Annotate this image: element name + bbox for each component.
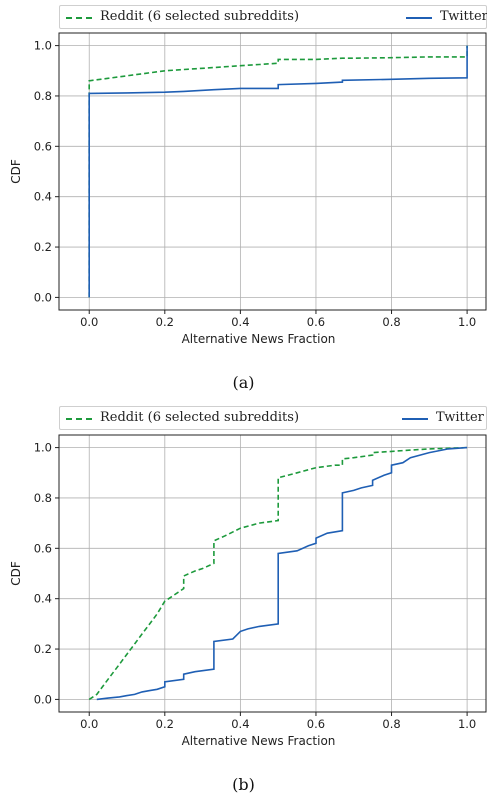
ytick-label-b-2: 0.4 [34,592,52,606]
ytick-label-a-2: 0.4 [34,190,52,204]
ytick-label-b-4: 0.8 [34,491,52,505]
xtick-label-a-2: 0.4 [231,315,249,329]
xtick-label-a-3: 0.6 [307,315,325,329]
xtick-label-b-0: 0.0 [80,717,98,731]
y-axis-label-a: CDF [9,159,23,184]
legend-a-reddit-label: Reddit (6 selected subreddits) [100,9,300,24]
ytick-label-a-3: 0.6 [34,139,52,153]
ytick-label-b-5: 1.0 [34,441,52,455]
xtick-label-b-2: 0.4 [231,717,249,731]
xtick-label-b-3: 0.6 [307,717,325,731]
xtick-label-a-1: 0.2 [156,315,174,329]
series-line-b-twitter [96,446,468,701]
x-axis-label-a: Alternative News Fraction [182,332,336,346]
series-line-a-reddit [88,45,468,298]
xtick-label-a-4: 0.8 [382,315,400,329]
ytick-label-a-5: 1.0 [34,39,52,53]
ytick-label-b-1: 0.2 [34,642,52,656]
legend-b-twitter-label: Twitter [436,410,484,425]
legend-b: Reddit (6 selected subreddits) Twitter [59,406,487,430]
legend-b-twitter-swatch [402,418,428,420]
ytick-label-b-3: 0.6 [34,541,52,555]
y-axis-label-b: CDF [9,561,23,586]
xtick-label-b-1: 0.2 [156,717,174,731]
axes-frame-b [58,434,487,713]
legend-a-twitter-swatch [406,17,432,19]
legend-b-reddit-label: Reddit (6 selected subreddits) [100,410,300,425]
ytick-label-b-0: 0.0 [34,692,52,706]
ytick-label-a-1: 0.2 [34,240,52,254]
legend-b-reddit-swatch [66,418,92,420]
panel-caption-b: (b) [232,775,255,794]
series-line-b-reddit [88,446,468,701]
legend-a: Reddit (6 selected subreddits) Twitter [59,5,487,29]
xtick-label-a-5: 1.0 [458,315,476,329]
xtick-label-b-5: 1.0 [458,717,476,731]
x-axis-label-b: Alternative News Fraction [182,734,336,748]
legend-a-reddit-swatch [66,17,92,19]
axes-frame-a [58,32,487,311]
panel-caption-a: (a) [232,373,255,392]
legend-a-twitter-label: Twitter [440,9,487,24]
ytick-label-a-0: 0.0 [34,290,52,304]
series-line-a-twitter [88,45,468,298]
xtick-label-b-4: 0.8 [382,717,400,731]
xtick-label-a-0: 0.0 [80,315,98,329]
ytick-label-a-4: 0.8 [34,89,52,103]
